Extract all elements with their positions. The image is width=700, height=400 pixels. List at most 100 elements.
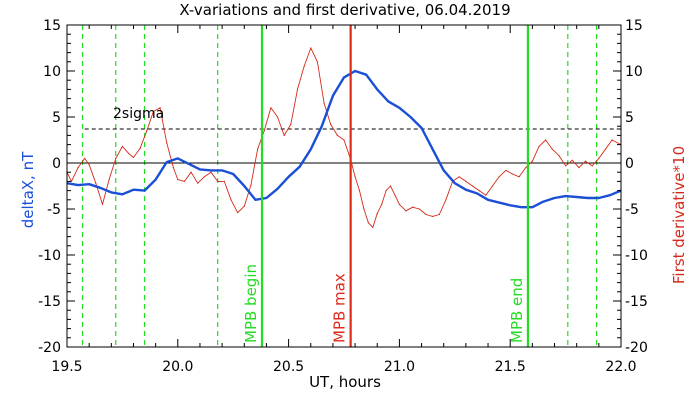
derivative-line-point (525, 167, 527, 169)
deltax-line-point (299, 166, 301, 168)
deltax-line-point (243, 185, 245, 187)
derivative-line-point (283, 134, 285, 136)
derivative-line-point (108, 178, 110, 181)
derivative-line-point (478, 190, 480, 192)
derivative-line-point (412, 206, 414, 208)
derivative-line-point (425, 213, 427, 216)
derivative-line-point (95, 182, 97, 184)
deltax-line-point (143, 190, 146, 192)
derivative-line-point (330, 123, 332, 125)
x-axis-label: UT, hours (309, 373, 381, 391)
mpb-begin-label: MPB begin (242, 264, 260, 343)
deltax-line-point (509, 204, 511, 206)
y-tick-label-right: -15 (625, 294, 648, 310)
y-tick-label-right: 10 (625, 64, 643, 80)
derivative-line-point (166, 142, 168, 144)
derivative-line-point (343, 139, 345, 141)
x-tick-label: 19.5 (51, 359, 82, 375)
derivative-line-point (270, 107, 272, 109)
deltax-line-point (454, 182, 456, 184)
derivative-line-point (354, 176, 356, 178)
derivative-line-point (385, 190, 387, 192)
derivative-line-point (418, 208, 420, 210)
derivative-line-point (358, 190, 361, 192)
derivative-line-point (498, 176, 500, 178)
mpb-max-label: MPB max (331, 273, 349, 343)
threshold-label: 2sigma (113, 106, 164, 122)
deltax-line-point (598, 197, 600, 199)
y-tick-label-right: 15 (625, 18, 643, 34)
mpb-end-label: MPB end (508, 278, 526, 343)
deltax-line-point (565, 195, 567, 197)
deltax-line-point (398, 107, 400, 109)
y-tick-label-right: 0 (625, 156, 634, 172)
y-axis-label-right: First derivative*10 (670, 146, 688, 284)
derivative-line-point (132, 156, 135, 159)
chart-title: X-variations and first derivative, 06.04… (179, 1, 510, 19)
derivative-line-point (381, 203, 383, 205)
derivative-line-point (505, 169, 507, 171)
deltax-line-point (465, 189, 467, 191)
derivative-line-point (578, 167, 580, 169)
mpb-lines: MPB begin MPB max MPB end (242, 25, 530, 347)
derivative-line-point (465, 180, 467, 182)
deltax-line-point (310, 148, 312, 150)
y-tick-label-right: -5 (625, 202, 639, 218)
derivative-line-point (538, 145, 540, 148)
y-tick-label-left: -10 (38, 248, 61, 264)
derivative-line-point (217, 180, 219, 182)
derivative-line-point (438, 213, 440, 216)
y-tick-label-left: 0 (52, 156, 61, 172)
deltax-line-point (88, 183, 90, 185)
derivative-line-point (243, 205, 245, 207)
derivative-line-point (263, 130, 265, 132)
derivative-line-point (336, 134, 338, 136)
deltax-line-point (321, 125, 323, 127)
derivative-line-point (518, 176, 520, 178)
deltax-line-point (432, 148, 434, 150)
deltax-line-point (276, 188, 279, 190)
x-tick-label: 22.0 (605, 359, 636, 375)
y-axis-label-left: deltaX, nT (19, 151, 37, 228)
derivative-line-point (471, 185, 474, 187)
x-tick-label: 20.5 (273, 359, 304, 375)
derivative-line-point (237, 212, 239, 214)
y-tick-label-right: 5 (625, 110, 634, 126)
deltax-line-point (420, 127, 423, 129)
derivative-line-point (276, 116, 279, 118)
y-tick-label-left: -5 (47, 202, 61, 218)
derivative-line-point (139, 147, 141, 149)
deltax-line-point (155, 178, 157, 181)
derivative-line-point (177, 178, 179, 181)
derivative-line-point (591, 165, 593, 167)
derivative-line-point (458, 176, 460, 178)
derivative-line-point (367, 222, 369, 224)
derivative-line-point (531, 160, 533, 162)
derivative-line-point (485, 194, 487, 196)
derivative-line-point (183, 180, 186, 182)
deltax-line-point (542, 201, 545, 203)
y-tick-label-left: -15 (38, 294, 61, 310)
derivative-line-point (290, 123, 292, 125)
derivative-line-point (115, 157, 117, 159)
x-tick-label: 21.0 (384, 359, 415, 375)
derivative-line-point (598, 157, 600, 159)
derivative-line-point (159, 107, 161, 109)
derivative-line-point (432, 215, 434, 217)
deltax-line-point (443, 169, 445, 171)
derivative-line-point (84, 157, 86, 159)
derivative-line-point (376, 213, 378, 215)
derivative-line-point (323, 102, 325, 104)
derivative-line-point (316, 61, 319, 63)
derivative-line-point (445, 199, 447, 201)
derivative-line-point (604, 148, 607, 150)
deltax-line-point (254, 199, 256, 201)
derivative-line-point (389, 185, 392, 187)
deltax-line-point (77, 184, 79, 186)
derivative-line-point (545, 139, 547, 141)
derivative-line-point (398, 203, 400, 205)
deltax-line-point (265, 197, 268, 199)
deltax-line-point (110, 191, 112, 194)
y-tick-label-left: -20 (38, 340, 61, 356)
